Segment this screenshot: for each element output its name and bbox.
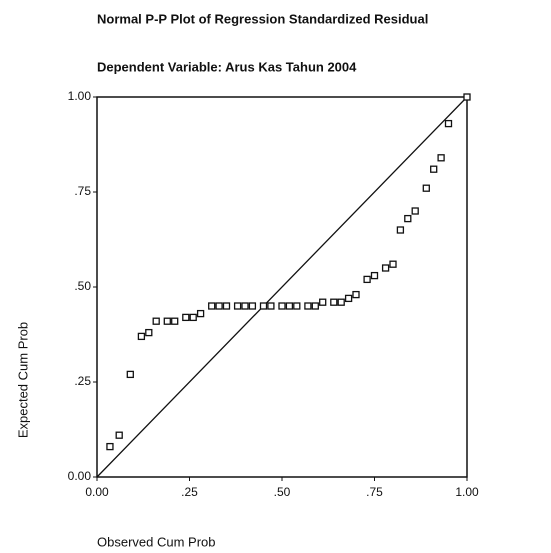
point [304, 302, 312, 310]
x-tick-label: .75 [366, 485, 383, 499]
point [311, 302, 319, 310]
point [182, 313, 190, 322]
point [370, 271, 379, 280]
point [389, 260, 397, 268]
x-tick-label: .25 [181, 485, 198, 499]
point [463, 93, 471, 101]
point [363, 275, 371, 284]
point [189, 313, 197, 322]
point [171, 317, 179, 325]
y-tick-label: .75 [74, 184, 91, 198]
point [344, 294, 353, 303]
point [248, 302, 257, 310]
point [233, 302, 242, 310]
point [106, 442, 114, 451]
point [278, 302, 286, 310]
point [411, 207, 419, 215]
chart-title: Normal P-P Plot of Regression Standardiz… [97, 11, 428, 26]
y-tick-label: 0.00 [68, 469, 92, 483]
point [381, 264, 390, 272]
point [196, 309, 205, 318]
point [241, 302, 249, 310]
point [430, 165, 438, 173]
y-tick-label: 1.00 [68, 89, 92, 103]
y-tick-label: .50 [74, 279, 91, 293]
y-axis-title: Expected Cum Prob [15, 322, 30, 438]
chart-subtitle: Dependent Variable: Arus Kas Tahun 2004 [97, 59, 357, 74]
x-tick-label: .50 [274, 485, 291, 499]
x-axis-title: Observed Cum Prob [97, 534, 216, 549]
point [422, 184, 430, 192]
point [126, 370, 134, 379]
point [396, 226, 405, 234]
point [163, 317, 171, 325]
reference-line [96, 96, 468, 478]
point [137, 332, 146, 341]
point [152, 317, 160, 325]
point [222, 302, 231, 310]
point [145, 328, 153, 337]
point [330, 298, 338, 306]
x-tick-label: 0.00 [85, 485, 109, 499]
point [337, 298, 345, 306]
point [215, 302, 223, 310]
x-tick-label: 1.00 [455, 485, 479, 499]
point [293, 302, 301, 310]
point [404, 214, 412, 223]
point [267, 302, 275, 310]
point [444, 119, 453, 128]
point [208, 302, 216, 310]
point [437, 154, 445, 162]
point [259, 302, 268, 310]
point [115, 431, 123, 439]
point [319, 298, 327, 306]
y-tick-label: .25 [74, 374, 91, 388]
point [285, 302, 294, 310]
point [352, 290, 360, 299]
